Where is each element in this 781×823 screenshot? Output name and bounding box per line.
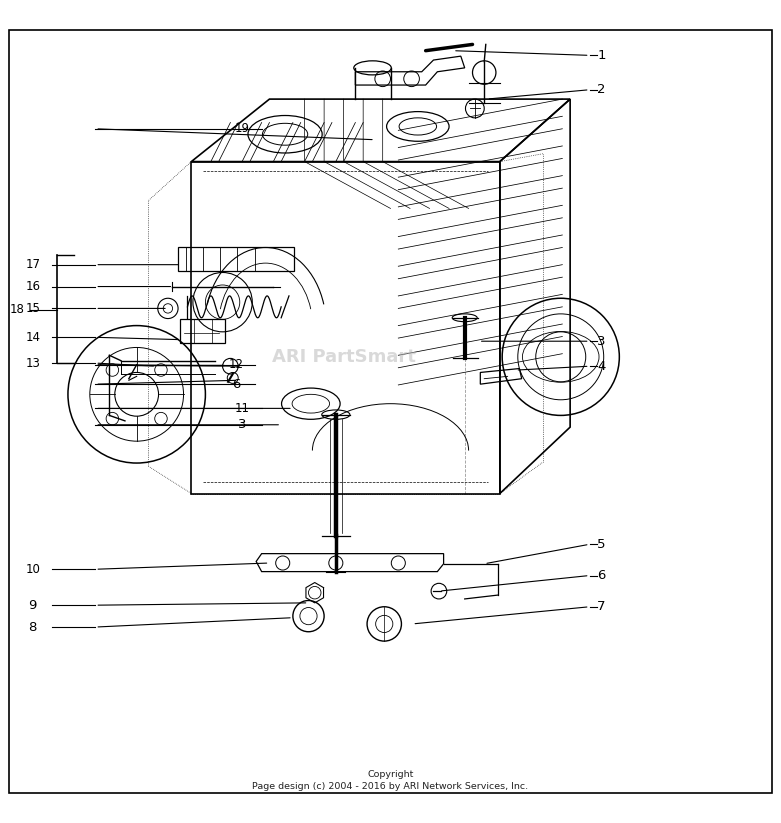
Text: 2: 2 xyxy=(597,83,605,96)
Text: 15: 15 xyxy=(25,302,41,315)
Text: 1: 1 xyxy=(597,49,605,62)
Text: 7: 7 xyxy=(597,600,605,613)
Text: 3: 3 xyxy=(597,335,605,347)
Text: 12: 12 xyxy=(228,358,244,371)
Bar xyxy=(180,319,225,342)
Text: Copyright
Page design (c) 2004 - 2016 by ARI Network Services, Inc.: Copyright Page design (c) 2004 - 2016 by… xyxy=(252,770,529,791)
Text: 14: 14 xyxy=(25,331,41,344)
Text: 8: 8 xyxy=(29,621,37,634)
Text: 16: 16 xyxy=(25,280,41,293)
Text: 17: 17 xyxy=(25,258,41,271)
Text: 11: 11 xyxy=(234,402,250,415)
Text: 19: 19 xyxy=(234,123,250,135)
Text: 6: 6 xyxy=(597,569,605,582)
Text: 10: 10 xyxy=(25,563,41,576)
Text: 3: 3 xyxy=(238,418,246,431)
Text: 9: 9 xyxy=(29,598,37,611)
Text: 4: 4 xyxy=(597,360,605,373)
Text: ARI PartSmart: ARI PartSmart xyxy=(272,348,415,366)
Text: 13: 13 xyxy=(25,356,41,370)
Text: 5: 5 xyxy=(597,537,605,551)
Text: 18: 18 xyxy=(10,304,25,317)
Bar xyxy=(178,248,294,271)
Text: 6: 6 xyxy=(232,378,240,391)
